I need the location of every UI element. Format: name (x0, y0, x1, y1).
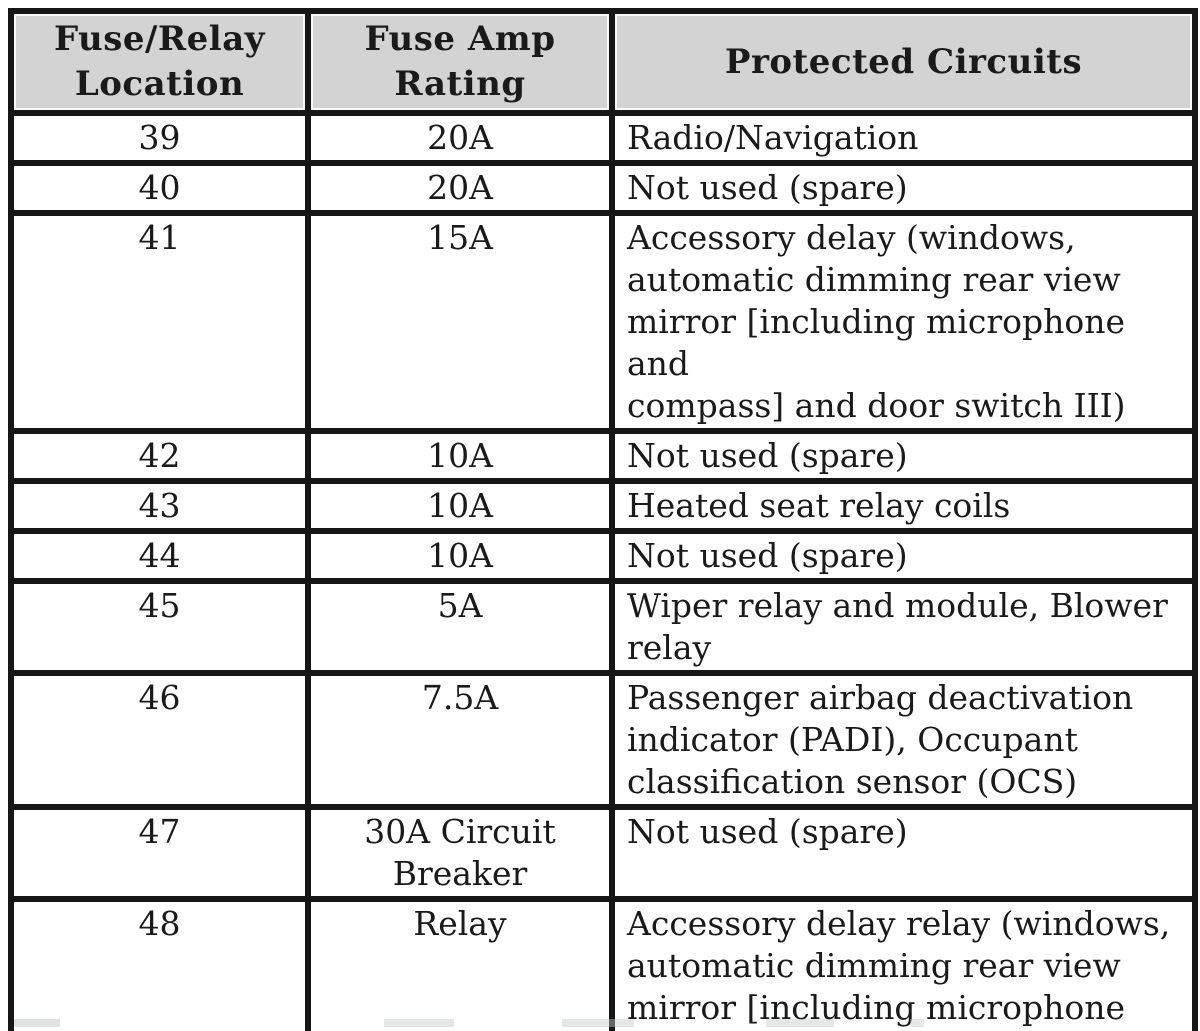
fuse-location-cell: 47 (8, 804, 311, 902)
fuse-location-cell: 45 (8, 578, 311, 676)
fuse-table-header: Fuse/Relay Location Fuse Amp Rating Prot… (8, 8, 1198, 116)
fuse-location-cell: 48 (8, 896, 311, 1031)
protected-circuits-cell: Radio/Navigation (609, 110, 1198, 166)
header-row: Fuse/Relay Location Fuse Amp Rating Prot… (8, 8, 1198, 116)
page-text-cutoff-fragment (14, 1019, 924, 1027)
protected-circuits-cell: Not used (spare) (609, 804, 1198, 902)
protected-circuits-cell: Accessory delay (windows, automatic dimm… (609, 210, 1198, 434)
fuse-table-body: 39 20A Radio/Navigation 40 20A Not used … (8, 110, 1198, 1031)
table-row: 45 5A Wiper relay and module, Blower rel… (8, 578, 1198, 676)
table-row: 41 15A Accessory delay (windows, automat… (8, 210, 1198, 434)
protected-circuits-cell: Not used (spare) (609, 428, 1198, 484)
protected-circuits-cell: Heated seat relay coils (609, 478, 1198, 534)
fuse-location-cell: 40 (8, 160, 311, 216)
table-row: 43 10A Heated seat relay coils (8, 478, 1198, 534)
fuse-relay-table: Fuse/Relay Location Fuse Amp Rating Prot… (8, 8, 1198, 1031)
fuse-rating-cell: 10A (305, 478, 615, 534)
protected-circuits-cell: Accessory delay relay (windows, automati… (609, 896, 1198, 1031)
table-row: 42 10A Not used (spare) (8, 428, 1198, 484)
protected-circuits-cell: Passenger airbag deactivation indicator … (609, 670, 1198, 810)
fuse-rating-cell: 5A (305, 578, 615, 676)
table-row: 48 Relay Accessory delay relay (windows,… (8, 896, 1198, 1031)
fuse-location-cell: 42 (8, 428, 311, 484)
header-fuse-amp-rating: Fuse Amp Rating (305, 8, 615, 116)
protected-circuits-cell: Not used (spare) (609, 160, 1198, 216)
table-row: 44 10A Not used (spare) (8, 528, 1198, 584)
fuse-rating-cell: Relay (305, 896, 615, 1031)
fuse-rating-cell: 15A (305, 210, 615, 434)
table-row: 46 7.5A Passenger airbag deactivation in… (8, 670, 1198, 810)
fuse-location-cell: 44 (8, 528, 311, 584)
fuse-location-cell: 39 (8, 110, 311, 166)
protected-circuits-cell: Not used (spare) (609, 528, 1198, 584)
fuse-rating-cell: 20A (305, 110, 615, 166)
fuse-location-cell: 43 (8, 478, 311, 534)
header-fuse-relay-location: Fuse/Relay Location (8, 8, 311, 116)
fuse-location-cell: 41 (8, 210, 311, 434)
table-row: 39 20A Radio/Navigation (8, 110, 1198, 166)
protected-circuits-cell: Wiper relay and module, Blower relay (609, 578, 1198, 676)
fuse-location-cell: 46 (8, 670, 311, 810)
table-row: 47 30A Circuit Breaker Not used (spare) (8, 804, 1198, 902)
fuse-rating-cell: 10A (305, 428, 615, 484)
fuse-rating-cell: 10A (305, 528, 615, 584)
header-protected-circuits: Protected Circuits (609, 8, 1198, 116)
table-row: 40 20A Not used (spare) (8, 160, 1198, 216)
fuse-rating-cell: 20A (305, 160, 615, 216)
fuse-rating-cell: 7.5A (305, 670, 615, 810)
fuse-rating-cell: 30A Circuit Breaker (305, 804, 615, 902)
